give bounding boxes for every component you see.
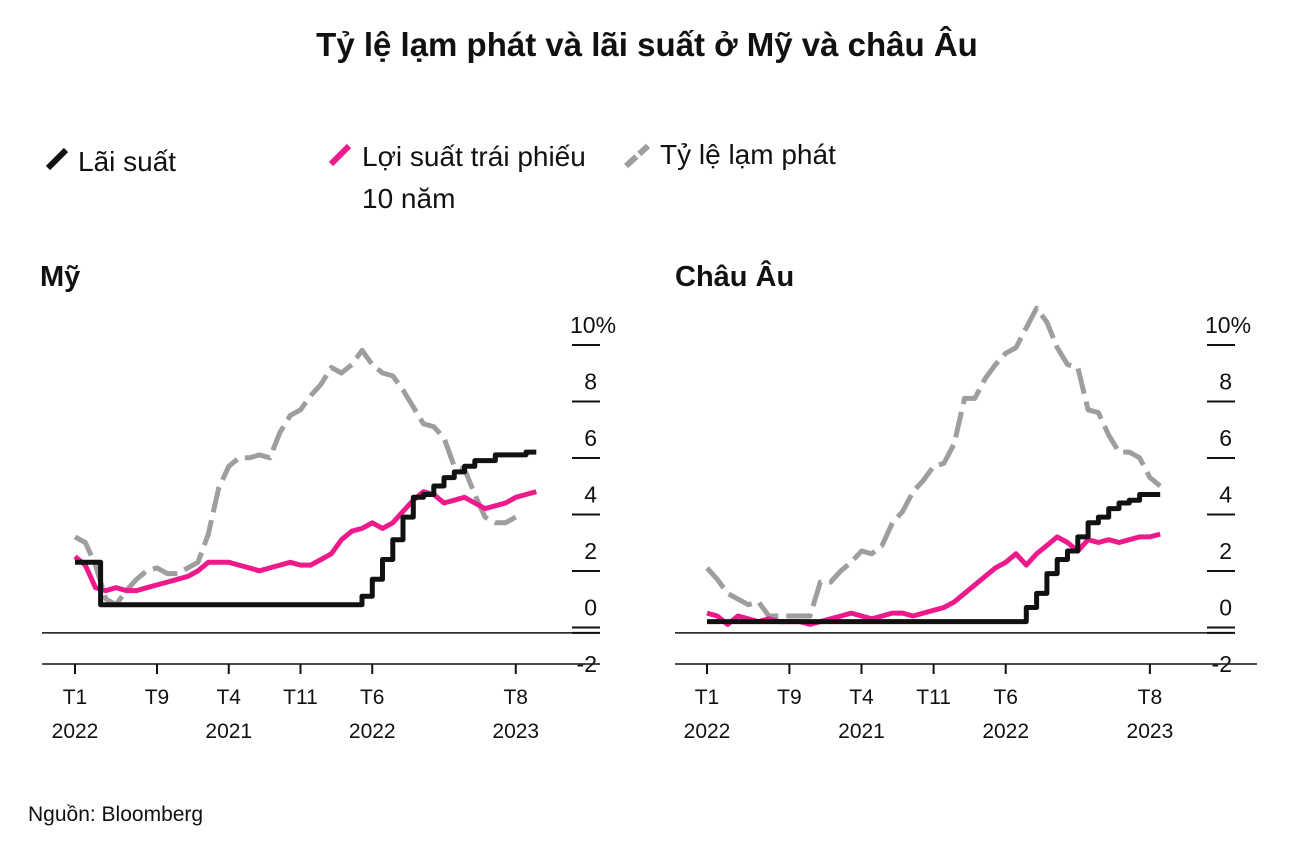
panel-title: Châu Âu [675,259,794,293]
y-tick-label: 8 [584,369,597,395]
legend-label-bond-yield-line2: 10 năm [362,183,456,214]
x-tick-year: 2023 [1127,720,1174,743]
x-tick-label: T9 [777,686,802,709]
y-tick-label: 6 [584,425,597,451]
x-tick-label: T11 [283,686,318,709]
y-tick-label: 10% [1205,312,1251,338]
x-tick-year: 2021 [205,720,252,743]
x-tick-label: T9 [145,686,170,709]
x-tick-label: T4 [216,686,241,709]
y-tick-label: 2 [584,538,597,564]
legend-label-inflation: Tỷ lệ lạm phát [660,139,836,170]
series-bond-yield-line [706,531,1161,627]
series-interest-rate-line [75,449,537,608]
x-tick-label: T6 [993,686,1018,709]
series-interest-rate-line [707,492,1161,625]
legend-swatch-bond-yield [328,143,352,167]
x-tick-year: 2022 [52,720,99,743]
x-tick-label: T8 [1138,686,1163,709]
x-tick-label: T1 [695,686,720,709]
y-tick-label: 10% [570,312,616,338]
panel-title: Mỹ [40,261,80,293]
legend-swatch-interest-rate [45,147,69,171]
x-tick-year: 2022 [982,720,1029,743]
y-tick-label: 2 [1219,538,1232,564]
y-tick-label: 0 [584,595,597,621]
y-tick-label: 4 [584,482,597,508]
legend-label-bond-yield: Lợi suất trái phiếu [362,141,586,172]
legend-label-interest-rate: Lãi suất [78,146,177,177]
chart-title: Tỷ lệ lạm phát và lãi suất ở Mỹ và châu … [316,26,978,63]
x-tick-year: 2022 [349,720,396,743]
x-tick-year: 2023 [492,720,539,743]
x-tick-year: 2021 [838,720,885,743]
source-note: Nguồn: Bloomberg [28,803,204,826]
y-tick-label: 8 [1219,369,1232,395]
x-tick-label: T6 [360,686,385,709]
y-tick-label: 0 [1219,595,1232,621]
y-tick-label: 6 [1219,425,1232,451]
series-bond-yield-line [73,489,537,594]
x-tick-year: 2022 [684,720,731,743]
x-tick-label: T1 [63,686,88,709]
series-inflation-line [705,305,1162,619]
x-tick-label: T11 [916,686,951,709]
x-tick-label: T8 [503,686,528,709]
series-inflation-line [73,347,518,608]
y-tick-label: 4 [1219,482,1232,508]
x-tick-label: T4 [849,686,874,709]
legend-swatch-inflation [623,143,651,169]
